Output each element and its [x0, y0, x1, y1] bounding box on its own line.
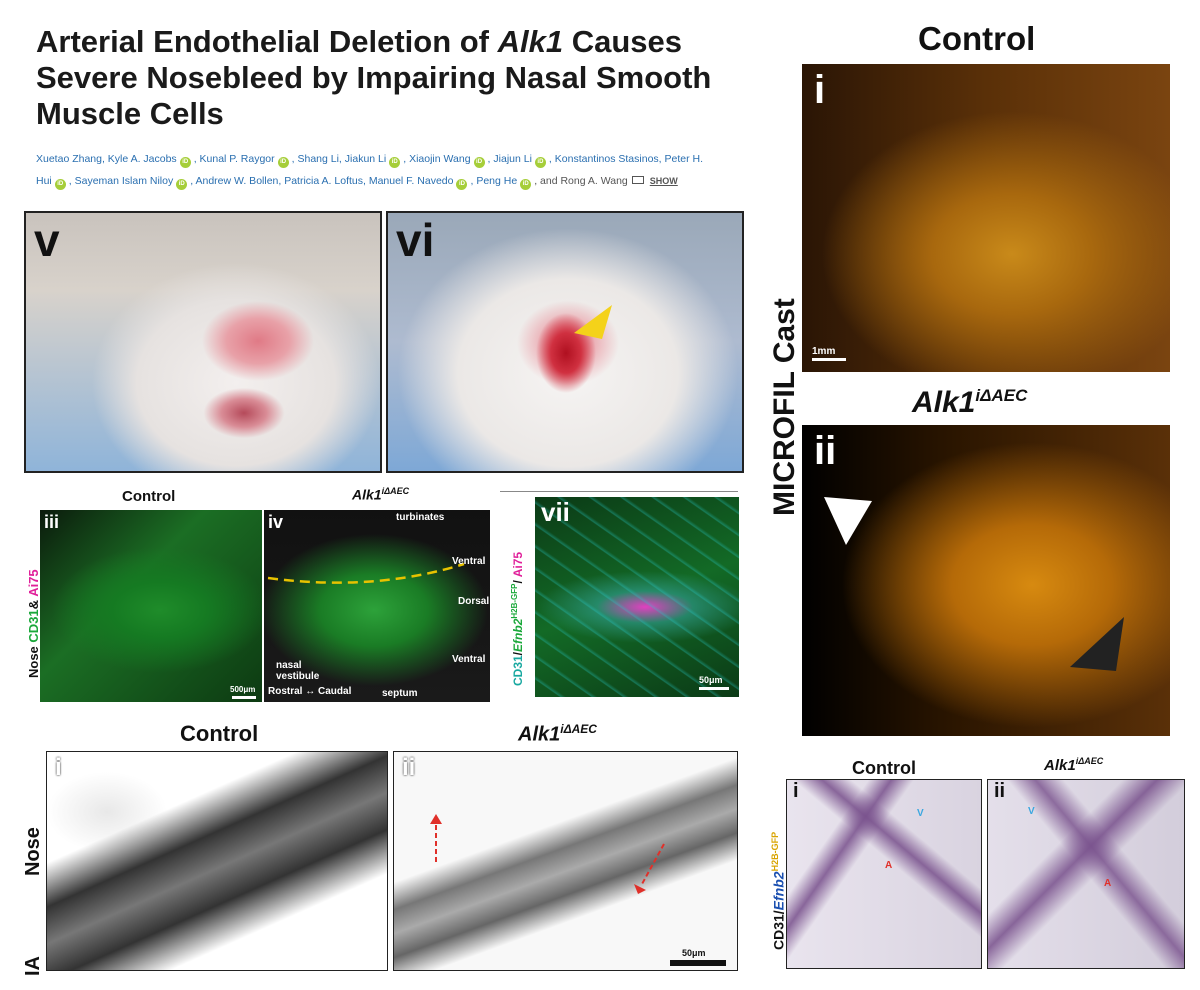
panel-label-v: v: [34, 214, 60, 266]
cast-mutant-head: ii: [802, 425, 1170, 736]
vein-marker: V: [1028, 806, 1035, 817]
author-link[interactable]: Kunal P. Raygor: [199, 153, 275, 165]
author-link[interactable]: Xuetao Zhang, Kyle A. Jacobs: [36, 153, 177, 165]
author-link[interactable]: Andrew W. Bollen, Patricia A. Loftus, Ma…: [195, 175, 454, 187]
title-part1: Arterial Endothelial Deletion of: [36, 24, 498, 59]
artery-marker: A: [885, 860, 893, 871]
red-dashed-arrow-icon: [430, 814, 442, 862]
author-link[interactable]: Hui: [36, 175, 52, 187]
scale-bar: [699, 687, 729, 690]
panel-label-bw-i: i: [55, 754, 62, 781]
author-line-2: Hui iD, Sayeman Islam Niloy iD, Andrew W. …: [36, 170, 756, 192]
label-nasal-vestibule: nasal vestibule: [276, 660, 320, 682]
label-rostral-caudal: Rostral ↔ Caudal: [268, 686, 352, 697]
panel-label-vii: vii: [541, 497, 570, 527]
dashed-boundary-line: [267, 562, 465, 584]
cast-control-head: i 1mm: [802, 64, 1170, 372]
panel-label-vi: vi: [396, 214, 435, 266]
caption-control-cast: Control: [918, 20, 1036, 57]
panel-label-lr-ii: ii: [994, 780, 1006, 802]
orcid-icon[interactable]: iD: [534, 157, 546, 168]
caption-alk1-bw: Alk1iΔAEC: [518, 722, 597, 746]
scale-label-50: 50μm: [699, 675, 723, 685]
author-line-1: Xuetao Zhang, Kyle A. Jacobs iD, Kunal P.…: [36, 148, 756, 170]
author-last: , and Rong A. Wang: [534, 175, 628, 187]
caption-control-lr: Control: [852, 758, 916, 778]
scale-bar: [812, 358, 846, 361]
caption-alk1-iv: Alk1iΔAEC: [352, 486, 410, 503]
caption-alk1-cast: Alk1iΔAEC: [912, 386, 1028, 419]
author-link[interactable]: Peng He: [476, 175, 518, 187]
panel-label-bw-ii: ii: [402, 754, 416, 781]
caption-alk1-lr: Alk1iΔAEC: [1044, 756, 1104, 774]
orcid-icon[interactable]: iD: [473, 157, 485, 168]
orcid-icon[interactable]: iD: [389, 157, 401, 168]
artery-marker: A: [1104, 878, 1112, 889]
orcid-icon[interactable]: iD: [179, 157, 191, 168]
panel-label-iv: iv: [268, 512, 284, 532]
mail-icon[interactable]: [631, 176, 644, 184]
label-microfil-cast: MICROFIL Cast: [768, 298, 801, 516]
author-link[interactable]: Xiaojin Wang: [409, 153, 471, 165]
show-authors-button[interactable]: SHOW: [649, 176, 678, 186]
label-nose-row: Nose: [22, 827, 44, 876]
orcid-icon[interactable]: iD: [54, 179, 66, 190]
author-link[interactable]: Sayeman Islam Niloy: [74, 175, 174, 187]
paper-title: Arterial Endothelial Deletion of Alk1 Ca…: [36, 24, 776, 132]
lr-stain-label: CD31/Efnb2H2B-GFP: [770, 831, 787, 950]
orcid-icon[interactable]: iD: [176, 179, 188, 190]
orcid-icon[interactable]: iD: [277, 157, 289, 168]
fluorescence-mutant-nose: iv turbinates Ventral Dorsal Ventral nas…: [264, 510, 490, 702]
scale-label-50-bw: 50μm: [682, 948, 706, 958]
photo-mutant-mouse: vi: [386, 211, 744, 473]
scale-bar: [670, 960, 726, 966]
caption-control-bw: Control: [180, 721, 259, 746]
white-arrowhead-icon: [824, 497, 872, 545]
label-ventral-bottom: Ventral: [452, 654, 486, 665]
label-septum: septum: [382, 688, 418, 699]
caption-control-iii: Control: [122, 488, 176, 505]
orcid-icon[interactable]: iD: [520, 179, 532, 190]
author-link[interactable]: Konstantinos Stasinos, Peter H.: [554, 153, 704, 165]
scale-bar: [232, 696, 256, 699]
label-ventral-top: Ventral: [452, 556, 486, 567]
title-gene: Alk1: [497, 24, 564, 59]
panel-label-iii: iii: [44, 512, 60, 532]
fluorescence-vessel-closeup: vii 50μm: [535, 497, 739, 697]
panel-label-cast-i: i: [814, 68, 826, 112]
fluorescence-control-nose: iii 500μm: [40, 510, 262, 702]
panel-label-cast-ii: ii: [814, 429, 837, 473]
author-list: Xuetao Zhang, Kyle A. Jacobs iD, Kunal P.…: [36, 148, 756, 192]
vii-stain-label: CD31/Efnb2H2B-GFP/ Ai75: [510, 551, 525, 686]
scale-label-500: 500μm: [230, 685, 256, 694]
smooth-muscle-mutant: ii 50μm: [393, 751, 738, 971]
efnb2-control-vessels: i V A: [786, 779, 982, 969]
nose-stain-label: Nose CD31& Ai75: [26, 569, 41, 678]
vein-marker: V: [917, 808, 924, 819]
title-part2: Causes Severe Nosebleed by Impairing Nas…: [36, 24, 712, 131]
black-arrowhead-icon: [1070, 617, 1124, 671]
author-link[interactable]: Shang Li, Jiakun Li: [297, 153, 387, 165]
efnb2-mutant-vessels: ii V A: [987, 779, 1185, 969]
red-dashed-arrow-icon: [634, 843, 665, 894]
label-dorsal: Dorsal: [458, 596, 490, 607]
divider: [500, 491, 738, 492]
scale-label-1mm: 1mm: [812, 346, 836, 357]
smooth-muscle-control: i: [46, 751, 388, 971]
label-ia-row: IA: [22, 956, 44, 976]
label-turbinates: turbinates: [396, 512, 445, 523]
orcid-icon[interactable]: iD: [456, 179, 468, 190]
photo-control-mouse: v: [24, 211, 382, 473]
author-link[interactable]: Jiajun Li: [493, 153, 532, 165]
panel-label-lr-i: i: [793, 780, 799, 802]
yellow-arrowhead-icon: [574, 305, 612, 339]
